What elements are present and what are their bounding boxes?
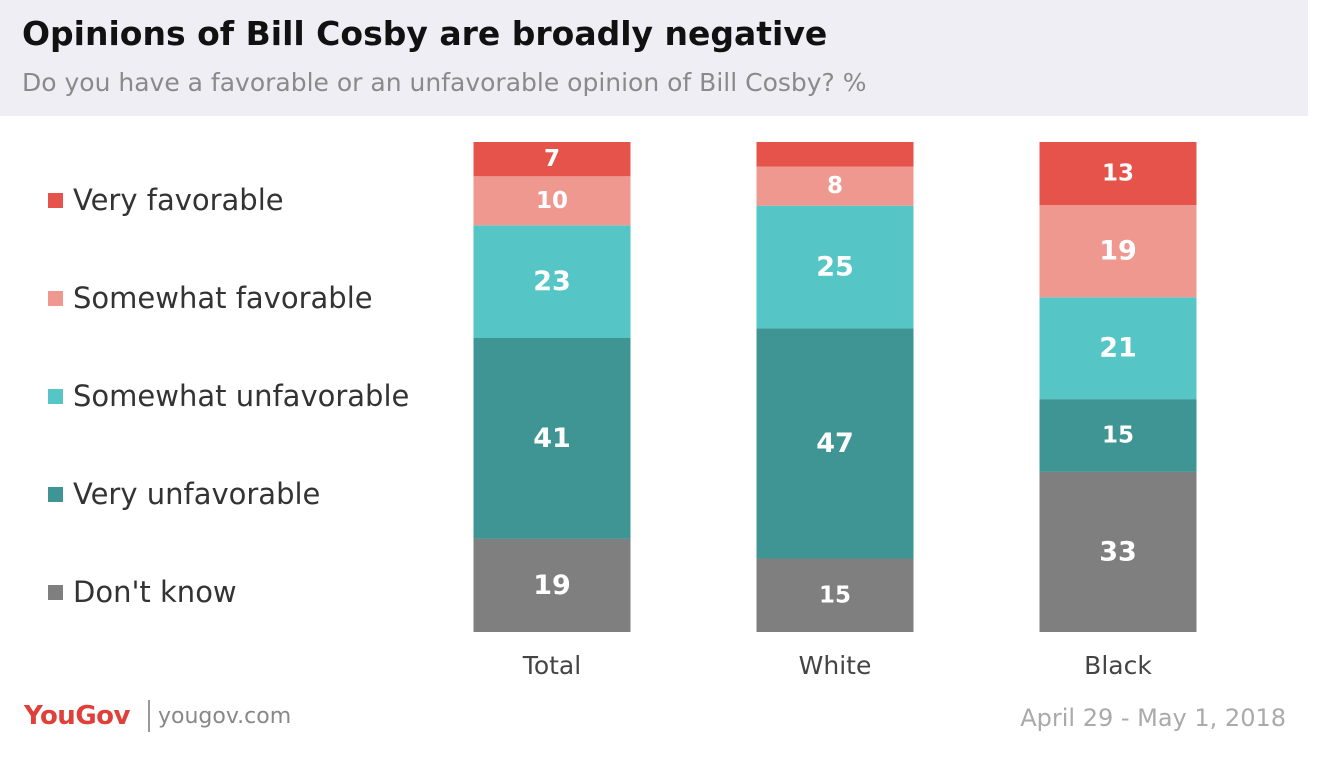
chart-subtitle: Do you have a favorable or an unfavorabl…: [22, 68, 867, 97]
data-label: 15: [819, 582, 851, 608]
legend-item: Somewhat unfavorable: [48, 376, 409, 416]
bar-segment: [473, 538, 631, 632]
footer-divider: [148, 700, 150, 732]
yougov-logo: YouGov: [24, 701, 130, 731]
legend-item: Somewhat favorable: [48, 278, 373, 318]
category-label: White: [799, 651, 872, 680]
legend-swatch: [48, 388, 63, 404]
survey-date: April 29 - May 1, 2018: [1020, 704, 1286, 732]
bar-segment: [756, 558, 914, 632]
legend-item: Don't know: [48, 572, 237, 612]
footer-site: yougov.com: [158, 704, 292, 729]
legend-label: Don't know: [73, 575, 237, 609]
bar-segment: [756, 166, 914, 206]
data-label: 19: [1099, 236, 1137, 267]
legend-label: Somewhat unfavorable: [73, 379, 410, 413]
data-label: 10: [536, 188, 568, 214]
legend-swatch: [48, 584, 63, 600]
bar-segment: [473, 225, 631, 338]
data-label: 41: [533, 423, 571, 454]
legend-item: Very favorable: [48, 180, 284, 220]
bar-segment: [756, 142, 914, 167]
legend-swatch: [48, 486, 63, 502]
bar-segment: [756, 205, 914, 329]
category-label: Black: [1084, 651, 1152, 680]
chart-title: Opinions of Bill Cosby are broadly negat…: [22, 14, 828, 53]
data-label: 13: [1102, 161, 1134, 187]
bar-segment: [473, 338, 631, 539]
category-label: Total: [522, 651, 581, 680]
data-label: 23: [533, 266, 571, 297]
data-label: 25: [816, 251, 854, 282]
legend-swatch: [48, 192, 63, 208]
bar-segment: [1039, 142, 1197, 206]
legend-label: Somewhat favorable: [73, 281, 373, 315]
legend-label: Very favorable: [73, 183, 284, 217]
data-label: 15: [1102, 423, 1134, 449]
bar-segment: [473, 176, 631, 226]
bar-segment: [756, 328, 914, 559]
bar-segment: [473, 142, 631, 177]
legend-swatch: [48, 290, 63, 306]
data-label: 19: [533, 570, 571, 601]
stacked-bar-chart: 19 41 23 10 7 Total 15 47 25 8 White 33 15 21 19 13 Blac…: [473, 142, 1197, 680]
bar-segment: [1039, 399, 1197, 472]
legend-item: Very unfavorable: [48, 474, 320, 514]
header-panel: Opinions of Bill Cosby are broadly negat…: [0, 0, 1308, 116]
bar-segment: [1039, 471, 1197, 632]
data-label: 8: [827, 173, 843, 199]
data-label: 33: [1099, 536, 1137, 567]
data-label: 47: [816, 428, 854, 459]
data-label: 21: [1099, 333, 1137, 364]
data-label: 7: [544, 146, 560, 172]
bar-segment: [1039, 205, 1197, 298]
bar-segment: [1039, 297, 1197, 400]
legend-label: Very unfavorable: [73, 477, 321, 511]
